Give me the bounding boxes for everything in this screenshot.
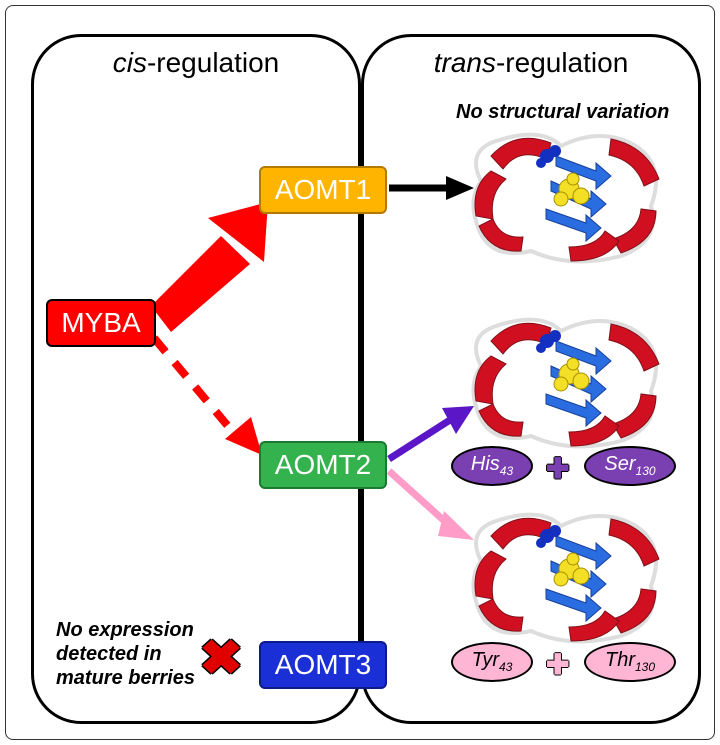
residue-thr130: Thr130 xyxy=(584,642,676,682)
residue-ser130-sub: 130 xyxy=(636,464,656,478)
residue-thr130-sub: 130 xyxy=(635,660,655,674)
residue-tyr43-name: Tyr xyxy=(472,649,499,671)
outer-frame: cis-regulation trans-regulation xyxy=(5,5,715,740)
residue-thr130-name: Thr xyxy=(605,649,635,671)
residue-plus-b: ✚ xyxy=(546,648,569,681)
gene-aomt1: AOMT1 xyxy=(259,166,387,214)
residue-tyr43: Tyr43 xyxy=(451,642,533,682)
gene-aomt2: AOMT2 xyxy=(259,441,387,489)
residue-plus-a: ✚ xyxy=(546,452,569,485)
residue-his43-name: His xyxy=(471,453,500,475)
gene-aomt3: AOMT3 xyxy=(259,641,387,689)
caption-no-expression: No expression detected in mature berries xyxy=(56,618,206,690)
gene-myba: MYBA xyxy=(46,299,156,347)
protein-aomt2-a xyxy=(461,306,671,456)
protein-aomt1 xyxy=(461,121,671,271)
no-exp-l2: detected in xyxy=(56,643,162,665)
arrow-myba-aomt1 xyxy=(151,202,268,332)
residue-ser130-name: Ser xyxy=(604,453,635,475)
no-exp-l1: No expression xyxy=(56,619,194,641)
residue-tyr43-sub: 43 xyxy=(499,660,512,674)
protein-aomt2-b xyxy=(461,501,671,651)
arrow-myba-aomt2 xyxy=(154,338,262,455)
residue-his43: His43 xyxy=(451,446,533,486)
residue-his43-sub: 43 xyxy=(500,464,513,478)
no-exp-l3: mature berries xyxy=(56,667,195,689)
residue-ser130: Ser130 xyxy=(584,446,676,486)
